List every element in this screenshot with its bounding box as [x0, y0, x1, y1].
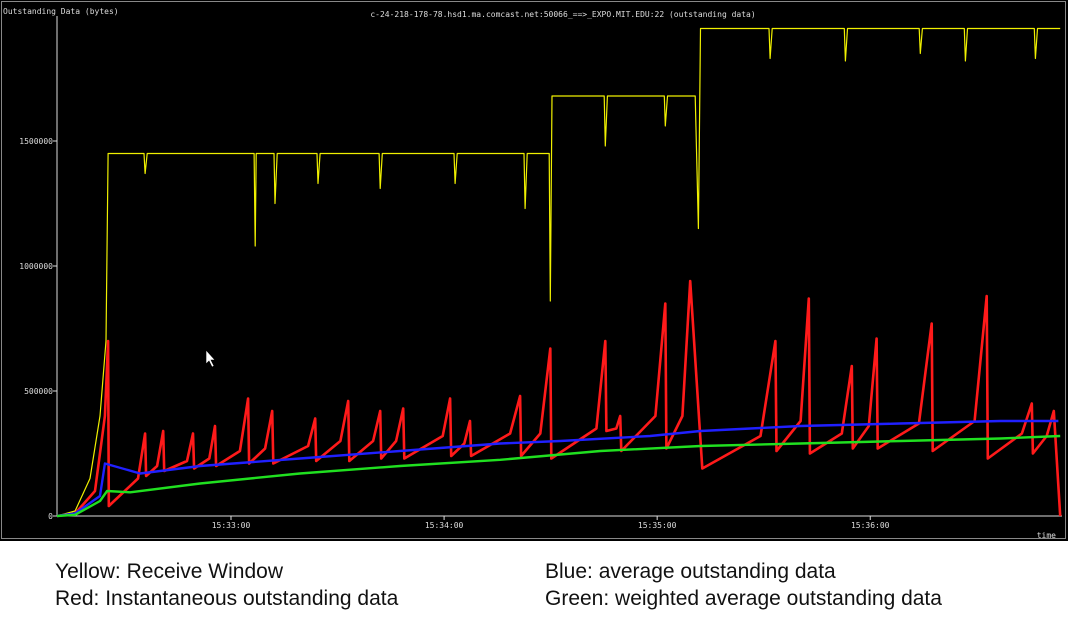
y-tick-label: 0	[48, 512, 53, 521]
x-tick-label: 15:36:00	[851, 521, 890, 530]
x-tick-label: 15:34:00	[425, 521, 464, 530]
x-tick-label: 15:33:00	[212, 521, 251, 530]
legend-entry: Red: Instantaneous outstanding data	[55, 587, 399, 610]
legend-entry: Green: weighted average outstanding data	[545, 587, 942, 610]
x-axis-label: time	[1037, 531, 1056, 540]
legend-entry: Blue: average outstanding data	[545, 560, 836, 583]
plot-background	[0, 0, 1068, 541]
series-line	[56, 419, 1059, 518]
x-tick-label: 15:35:00	[638, 521, 677, 530]
y-tick-label: 1500000	[19, 137, 53, 146]
mouse-cursor	[205, 349, 216, 368]
y-tick-label: 1000000	[19, 262, 53, 271]
frame	[1, 1, 1066, 539]
series-line	[56, 27, 1061, 517]
legend-entry: Yellow: Receive Window	[55, 560, 284, 583]
y-tick-label: 500000	[24, 387, 53, 396]
chart-title: c-24-218-178-78.hsd1.ma.comcast.net:5006…	[370, 10, 755, 19]
y-axis-label: Outstanding Data (bytes)	[3, 7, 119, 16]
series-line	[56, 434, 1061, 518]
